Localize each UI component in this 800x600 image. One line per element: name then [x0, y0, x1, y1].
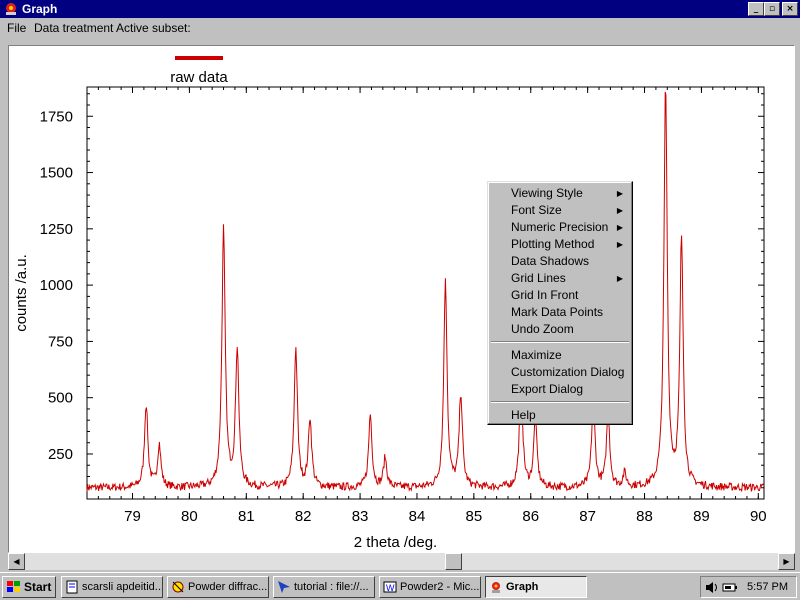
x-tick-label: 87	[579, 508, 596, 525]
window-title: Graph	[22, 2, 58, 16]
legend-label: raw data	[170, 69, 228, 86]
y-tick-label: 500	[48, 390, 73, 407]
x-tick-label: 82	[295, 508, 312, 525]
y-tick-label: 250	[48, 446, 73, 463]
start-label: Start	[24, 580, 52, 594]
x-tick-label: 84	[409, 508, 426, 525]
scroll-left-button[interactable]: ◀	[8, 553, 25, 570]
taskbar-item[interactable]: W Powder2 - Mic...	[379, 576, 481, 598]
menu-plotting-method[interactable]: Plotting Method ▶	[511, 237, 623, 251]
taskbar-item-active[interactable]: Graph	[485, 576, 587, 598]
x-tick-label: 88	[636, 508, 653, 525]
app-icon	[6, 3, 16, 15]
taskbar: Start scarsli apdeitid... Powder diffrac…	[0, 572, 800, 600]
menu-font-size[interactable]: Font Size ▶	[511, 203, 623, 217]
browser-icon	[278, 581, 290, 593]
series-line-raw-data	[86, 91, 764, 493]
menu-customization-dialog[interactable]: Customization Dialog	[511, 365, 625, 379]
word-icon: W	[383, 581, 397, 593]
x-tick-label: 85	[466, 508, 483, 525]
y-tick-label: 1750	[40, 108, 73, 125]
menu-file[interactable]: File	[7, 21, 27, 35]
horizontal-scrollbar[interactable]: ◀ ▶	[8, 553, 795, 570]
taskbar-item[interactable]: scarsli apdeitid...	[61, 576, 163, 598]
x-tick-label: 89	[693, 508, 710, 525]
menu-maximize[interactable]: Maximize	[511, 348, 562, 362]
x-tick-label: 90	[750, 508, 767, 525]
menu-grid-lines[interactable]: Grid Lines ▶	[511, 271, 623, 285]
y-tick-label: 1500	[40, 165, 73, 182]
svg-text:W: W	[386, 583, 395, 593]
menu-numeric-precision[interactable]: Numeric Precision ▶	[511, 220, 623, 234]
scroll-right-button[interactable]: ▶	[778, 553, 795, 570]
xrd-chart[interactable]: 79 80 81 82 83 84 85 86 87 88 89 90 250 500 750 1000 125…	[9, 46, 794, 552]
graph-app-icon	[492, 582, 500, 593]
menu-data-treatment[interactable]: Data treatment	[34, 21, 114, 35]
menu-separator	[491, 341, 629, 343]
context-menu: Viewing Style ▶ Font Size ▶ Numeric Precis…	[487, 181, 633, 425]
scroll-thumb[interactable]	[445, 553, 462, 570]
legend-swatch	[175, 56, 223, 60]
plot-frame	[86, 86, 765, 500]
title-bar[interactable]: Graph _ ▫ ×	[0, 0, 800, 18]
y-tick-label: 1250	[40, 221, 73, 238]
speaker-icon[interactable]	[705, 581, 719, 594]
minimize-button[interactable]: _	[748, 2, 764, 16]
taskbar-item[interactable]: Powder diffrac...	[167, 576, 269, 598]
menu-help[interactable]: Help	[511, 408, 536, 422]
x-axis-label: 2 theta /deg.	[354, 534, 437, 551]
document-icon	[66, 580, 78, 594]
menu-grid-in-front[interactable]: Grid In Front	[511, 288, 579, 302]
menu-active-subset[interactable]: Active subset:	[116, 21, 191, 35]
y-tick-label: 750	[48, 333, 73, 350]
x-tick-label: 79	[124, 508, 141, 525]
graph-area[interactable]: 79 80 81 82 83 84 85 86 87 88 89 90 250 500 750 1000 125…	[8, 45, 795, 553]
close-button[interactable]: ×	[782, 2, 798, 16]
x-tick-label: 83	[352, 508, 369, 525]
system-tray: 5:57 PM	[700, 576, 797, 598]
battery-icon[interactable]	[722, 582, 738, 593]
y-tick-label: 1000	[40, 277, 73, 294]
x-tick-label: 86	[522, 508, 539, 525]
menu-separator	[491, 401, 629, 403]
diffraction-icon	[172, 581, 184, 593]
submenu-arrow-icon: ▶	[616, 223, 623, 232]
menu-undo-zoom[interactable]: Undo Zoom	[511, 322, 574, 336]
menu-data-shadows[interactable]: Data Shadows	[511, 254, 590, 268]
submenu-arrow-icon: ▶	[616, 274, 623, 283]
y-axis-label: counts /a.u.	[13, 254, 30, 332]
start-button[interactable]: Start	[2, 576, 56, 598]
windows-logo-icon	[7, 581, 20, 592]
submenu-arrow-icon: ▶	[616, 189, 623, 198]
x-tick-label: 81	[238, 508, 255, 525]
submenu-arrow-icon: ▶	[616, 240, 623, 249]
maximize-button[interactable]: ▫	[764, 2, 780, 16]
clock[interactable]: 5:57 PM	[747, 581, 788, 593]
taskbar-item[interactable]: tutorial : file://...	[273, 576, 375, 598]
menu-viewing-style[interactable]: Viewing Style ▶	[511, 186, 623, 200]
menu-bar: File Data treatment Active subset:	[0, 18, 800, 38]
submenu-arrow-icon: ▶	[616, 206, 623, 215]
menu-mark-data-points[interactable]: Mark Data Points	[511, 305, 604, 319]
menu-export-dialog[interactable]: Export Dialog	[511, 382, 584, 396]
x-tick-label: 80	[181, 508, 198, 525]
graph-window: Graph _ ▫ × File Data treatment Active s…	[0, 0, 800, 572]
